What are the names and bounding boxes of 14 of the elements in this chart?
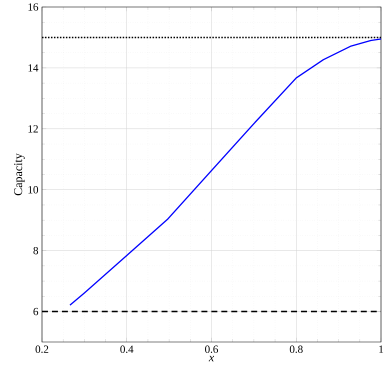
y-axis-title: Capacity [14, 153, 25, 196]
line-series [69, 38, 382, 306]
x-tick-label: 0.8 [290, 346, 303, 353]
x-tick-label: 0.2 [36, 346, 48, 353]
y-tick-label: 8 [33, 246, 38, 254]
y-tick-label: 10 [28, 186, 38, 194]
x-tick-label: 1 [379, 346, 384, 353]
y-tick-label: 14 [28, 64, 38, 72]
y-tick-label: 6 [33, 308, 38, 316]
x-tick-label: 0.4 [120, 346, 134, 353]
x-tick-label: 0.6 [205, 346, 218, 353]
y-tick-label: 16 [28, 3, 38, 11]
x-axis-title: x [208, 356, 214, 362]
y-tick-label: 12 [28, 125, 38, 132]
